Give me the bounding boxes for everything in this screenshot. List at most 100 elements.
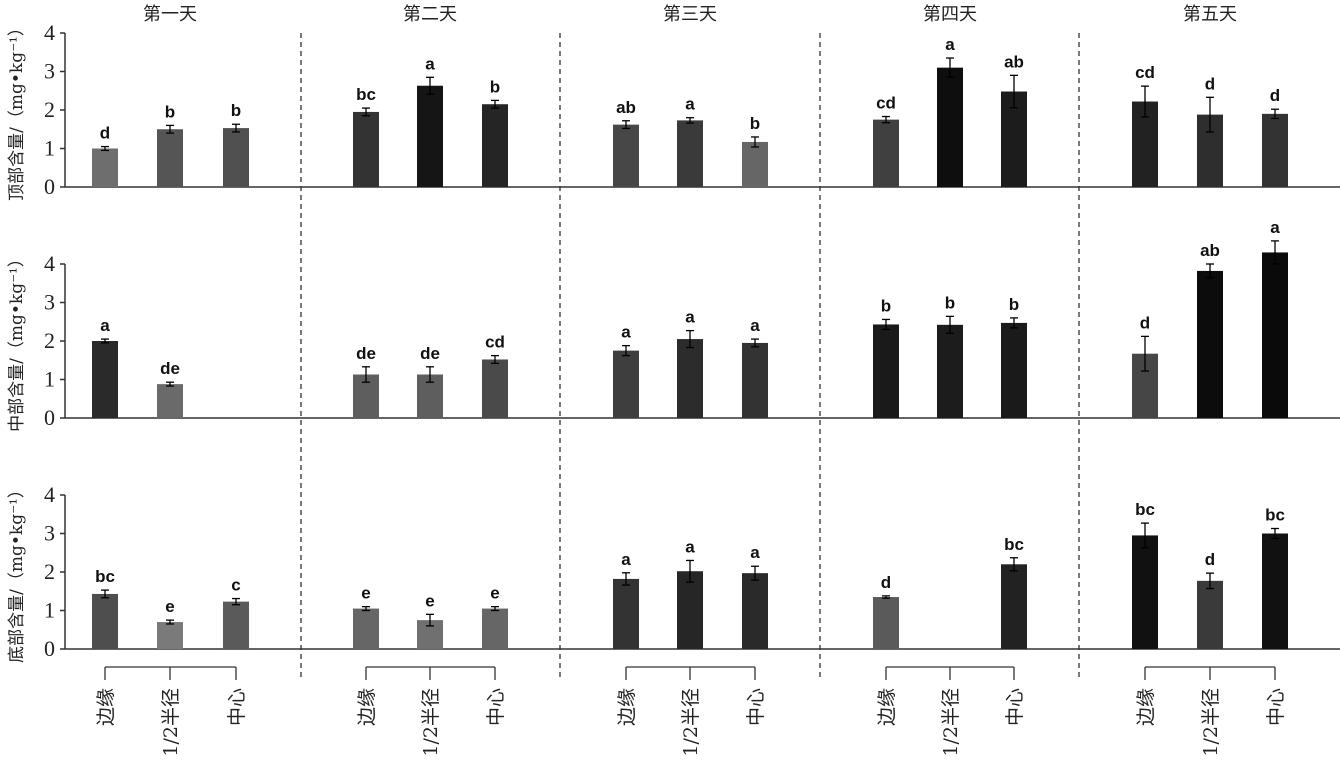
category-label: 1/2半径 — [680, 688, 702, 757]
y-tick-label: 0 — [44, 405, 55, 430]
day-title: 第五天 — [1183, 4, 1237, 25]
bar — [1197, 270, 1223, 418]
significance-letter: a — [750, 316, 760, 335]
significance-letter: b — [490, 77, 500, 96]
bar — [157, 384, 183, 418]
y-tick-label: 3 — [44, 290, 55, 315]
significance-letter: a — [685, 95, 695, 114]
significance-letter: a — [621, 323, 631, 342]
category-label: 边缘 — [876, 688, 898, 726]
bar — [482, 359, 508, 418]
y-axis-label: 底部含量/（mg•kg⁻¹） — [7, 481, 27, 663]
y-tick-label: 3 — [44, 59, 55, 84]
bar — [613, 350, 639, 418]
significance-letter: de — [420, 344, 440, 363]
significance-letter: cd — [876, 94, 896, 113]
bar — [482, 104, 508, 187]
significance-letter: d — [1205, 550, 1215, 569]
bar — [873, 597, 899, 649]
day-title: 第二天 — [403, 4, 457, 25]
bar — [482, 608, 508, 649]
y-tick-label: 4 — [44, 20, 55, 45]
y-tick-label: 4 — [44, 482, 55, 507]
y-axis-label: 中部含量/（mg•kg⁻¹） — [7, 250, 27, 432]
category-label: 边缘 — [1135, 688, 1157, 726]
y-tick-label: 0 — [44, 174, 55, 199]
category-label: 中心 — [745, 688, 767, 726]
y-tick-label: 2 — [44, 328, 55, 353]
significance-letter: a — [685, 537, 695, 556]
significance-letter: a — [750, 543, 760, 562]
significance-letter: a — [425, 54, 435, 73]
significance-letter: a — [621, 550, 631, 569]
bar — [92, 593, 118, 649]
bar — [1001, 564, 1027, 649]
significance-letter: e — [425, 591, 434, 610]
significance-letter: a — [1270, 218, 1280, 237]
y-tick-label: 1 — [44, 367, 55, 392]
bar — [223, 601, 249, 649]
bar — [937, 324, 963, 418]
significance-letter: d — [1270, 86, 1280, 105]
y-tick-label: 4 — [44, 251, 55, 276]
significance-letter: cd — [485, 333, 505, 352]
bar — [353, 111, 379, 187]
y-tick-label: 2 — [44, 97, 55, 122]
category-label: 1/2半径 — [940, 688, 962, 757]
bar — [873, 119, 899, 187]
bar — [1262, 252, 1288, 418]
significance-letter: b — [231, 101, 241, 120]
bar — [223, 128, 249, 187]
y-tick-label: 1 — [44, 598, 55, 623]
significance-letter: e — [165, 597, 174, 616]
significance-letter: b — [750, 114, 760, 133]
category-label: 1/2半径 — [160, 688, 182, 757]
significance-letter: ab — [616, 98, 636, 117]
category-label: 1/2半径 — [420, 688, 442, 757]
category-label: 边缘 — [356, 688, 378, 726]
significance-letter: de — [160, 359, 180, 378]
bar — [92, 148, 118, 187]
category-label: 边缘 — [95, 688, 117, 726]
significance-letter: cd — [1135, 63, 1155, 82]
bar — [613, 124, 639, 187]
y-tick-label: 2 — [44, 559, 55, 584]
bar — [353, 608, 379, 649]
category-label: 中心 — [1265, 688, 1287, 726]
bar — [157, 622, 183, 649]
day-title: 第三天 — [663, 4, 717, 25]
significance-letter: a — [100, 316, 110, 335]
bar — [677, 571, 703, 649]
bar — [873, 324, 899, 418]
bar — [613, 578, 639, 649]
category-label: 中心 — [485, 688, 507, 726]
bar — [937, 67, 963, 187]
significance-letter: ab — [1200, 241, 1220, 260]
bar — [1262, 113, 1288, 187]
significance-letter: a — [685, 308, 695, 327]
bar — [92, 341, 118, 418]
bar — [157, 129, 183, 187]
significance-letter: a — [945, 35, 955, 54]
significance-letter: e — [361, 584, 370, 603]
category-label: 边缘 — [616, 688, 638, 726]
bar — [1262, 533, 1288, 649]
significance-letter: c — [231, 576, 240, 595]
bar — [1001, 322, 1027, 418]
significance-letter: b — [165, 102, 175, 121]
significance-letter: b — [881, 296, 891, 315]
significance-letter: bc — [95, 567, 115, 586]
y-tick-label: 3 — [44, 521, 55, 546]
significance-letter: bc — [1004, 535, 1024, 554]
y-tick-label: 0 — [44, 636, 55, 661]
significance-letter: bc — [356, 85, 376, 104]
day-title: 第四天 — [923, 4, 977, 25]
significance-letter: ab — [1004, 52, 1024, 71]
significance-letter: d — [1140, 313, 1150, 332]
category-label: 中心 — [1004, 688, 1026, 726]
category-label: 中心 — [226, 688, 248, 726]
bar — [1197, 580, 1223, 649]
day-title: 第一天 — [143, 4, 197, 25]
significance-letter: bc — [1265, 505, 1285, 524]
